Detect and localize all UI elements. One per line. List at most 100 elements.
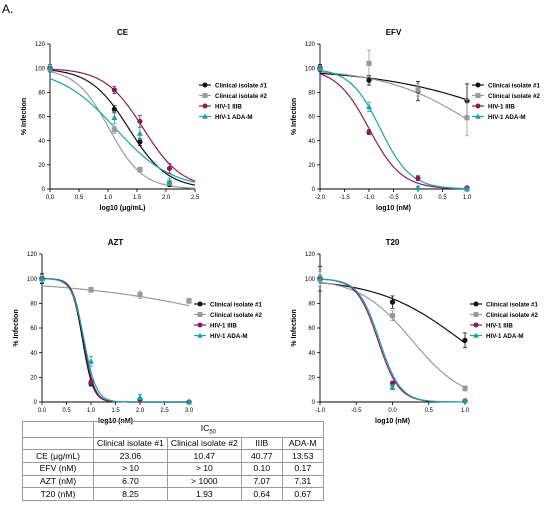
x-tick-label: -1.5 [339, 195, 350, 201]
legend-label: Clinical isolate #2 [215, 93, 267, 100]
x-tick-label: 2.0 [136, 408, 145, 414]
data-point [473, 312, 479, 317]
table-cell: 0.17 [281, 461, 324, 476]
data-point [166, 165, 173, 172]
chart-title: CE [117, 28, 129, 37]
column-header: IIIB [240, 436, 283, 451]
table-cell: 7.31 [281, 474, 324, 489]
data-point [137, 139, 143, 145]
legend-label: Clinical isolate #2 [488, 93, 540, 100]
chart-t20: T20 0 20 40 60 80 100 120 -1.0 -0.5 0.0 0.5 1.0 log10… [291, 238, 538, 425]
y-tick-label: 120 [27, 252, 38, 258]
table-cell: 6.70 [93, 474, 168, 489]
y-tick-label: 0 [312, 400, 316, 406]
data-point [317, 275, 323, 282]
y-axis-label: % Infection [291, 309, 298, 346]
x-tick-label: 0.0 [46, 195, 55, 201]
table-corner-cell [22, 421, 94, 438]
x-tick-label: 0.5 [438, 195, 447, 201]
column-header: Clinical isolate #2 [166, 436, 242, 451]
legend-label: HIV-1 ADA-M [486, 333, 524, 340]
chart-title: T20 [386, 238, 400, 247]
data-point [389, 299, 396, 305]
x-tick-label: -2.0 [315, 195, 326, 201]
data-point [186, 298, 192, 304]
table-cell: 7.07 [240, 474, 283, 489]
data-point [136, 130, 143, 136]
x-tick-label: -0.5 [351, 408, 362, 414]
legend-label: Clinical isolate #1 [486, 301, 538, 308]
legend-label: Clinical isolate #2 [210, 312, 262, 319]
data-point [475, 113, 481, 119]
data-point [166, 178, 173, 185]
fit-curve [49, 69, 196, 186]
row-label: T20 (nM) [22, 487, 94, 501]
data-point [366, 77, 372, 83]
data-point [366, 103, 372, 110]
y-tick-label: 60 [308, 326, 315, 332]
chart-efv: EFV 0 20 40 60 80 100 120 -2.0 -1.5 -1.0 -0.5 0.0 0.5… [291, 28, 540, 212]
table-cell: 0.10 [240, 461, 283, 476]
x-tick-label: 1.0 [463, 195, 472, 201]
data-point [473, 332, 479, 338]
ic50-table: IC50 Clinical isolate #1 Clinical isolat… [22, 421, 324, 501]
y-tick-label: 0 [312, 187, 316, 193]
data-point [88, 287, 94, 293]
column-header: Clinical isolate #1 [93, 436, 168, 451]
x-tick-label: 1.0 [461, 408, 470, 414]
chart-ce: CE 0 20 40 60 80 100 120 0.0 0.5 1.0 1.5 2.0 2.5 log10… [21, 28, 267, 212]
data-point [111, 87, 117, 93]
fit-curve [49, 68, 196, 182]
data-point [462, 397, 468, 404]
chart-title: EFV [386, 28, 402, 37]
table-group-header-row: IC50 [22, 421, 324, 438]
data-point [202, 82, 208, 88]
y-tick-label: 60 [38, 115, 45, 121]
column-header: ADA-M [281, 436, 324, 451]
data-point [464, 115, 470, 121]
table-cell: 8.25 [93, 487, 168, 501]
x-tick-label: 3.0 [185, 408, 194, 414]
data-point [415, 184, 421, 191]
data-point [462, 385, 468, 392]
y-tick-label: 40 [30, 351, 37, 357]
table-cell: 23.06 [93, 449, 168, 463]
data-point [137, 118, 143, 124]
data-point [197, 322, 203, 328]
legend-label: Clinical isolate #1 [215, 82, 267, 89]
x-tick-label: 0.0 [38, 408, 47, 414]
data-point [366, 129, 372, 135]
table-row: T20 (nM) 8.25 1.93 0.64 0.67 [22, 487, 324, 501]
x-tick-label: 0.0 [388, 408, 397, 414]
figure-panel-label: A. [2, 2, 14, 16]
data-point [317, 65, 323, 71]
ic50-header: IC50 [93, 421, 324, 438]
fit-curve [41, 285, 190, 307]
table-cell: 1.93 [166, 487, 242, 501]
fit-curve [319, 69, 468, 190]
data-point [475, 103, 481, 109]
y-tick-label: 60 [308, 115, 315, 121]
x-tick-label: 0.5 [75, 195, 84, 201]
table-cell: 0.67 [281, 487, 324, 501]
table-column-header-row: Clinical isolate #1 Clinical isolate #2 … [22, 436, 324, 451]
y-tick-label: 120 [305, 252, 316, 258]
data-point [389, 313, 396, 319]
fit-curve [319, 72, 468, 101]
data-point [197, 312, 203, 317]
legend-label: HIV-1 ADA-M [488, 114, 526, 121]
table-cell: > 10 [93, 461, 168, 476]
x-axis-label: log10 (μg/mL) [100, 205, 146, 212]
fit-curve [41, 278, 189, 403]
y-axis-label: % Infection [13, 309, 20, 346]
data-point [111, 114, 118, 121]
row-label: EFV (nM) [22, 461, 94, 476]
table-corner-cell-2 [22, 436, 94, 451]
table-cell: > 10 [166, 461, 242, 476]
y-tick-label: 120 [35, 42, 46, 48]
y-tick-label: 120 [305, 42, 316, 48]
y-tick-label: 80 [30, 302, 37, 308]
x-tick-label: 1.5 [133, 195, 142, 201]
data-point [39, 275, 45, 282]
